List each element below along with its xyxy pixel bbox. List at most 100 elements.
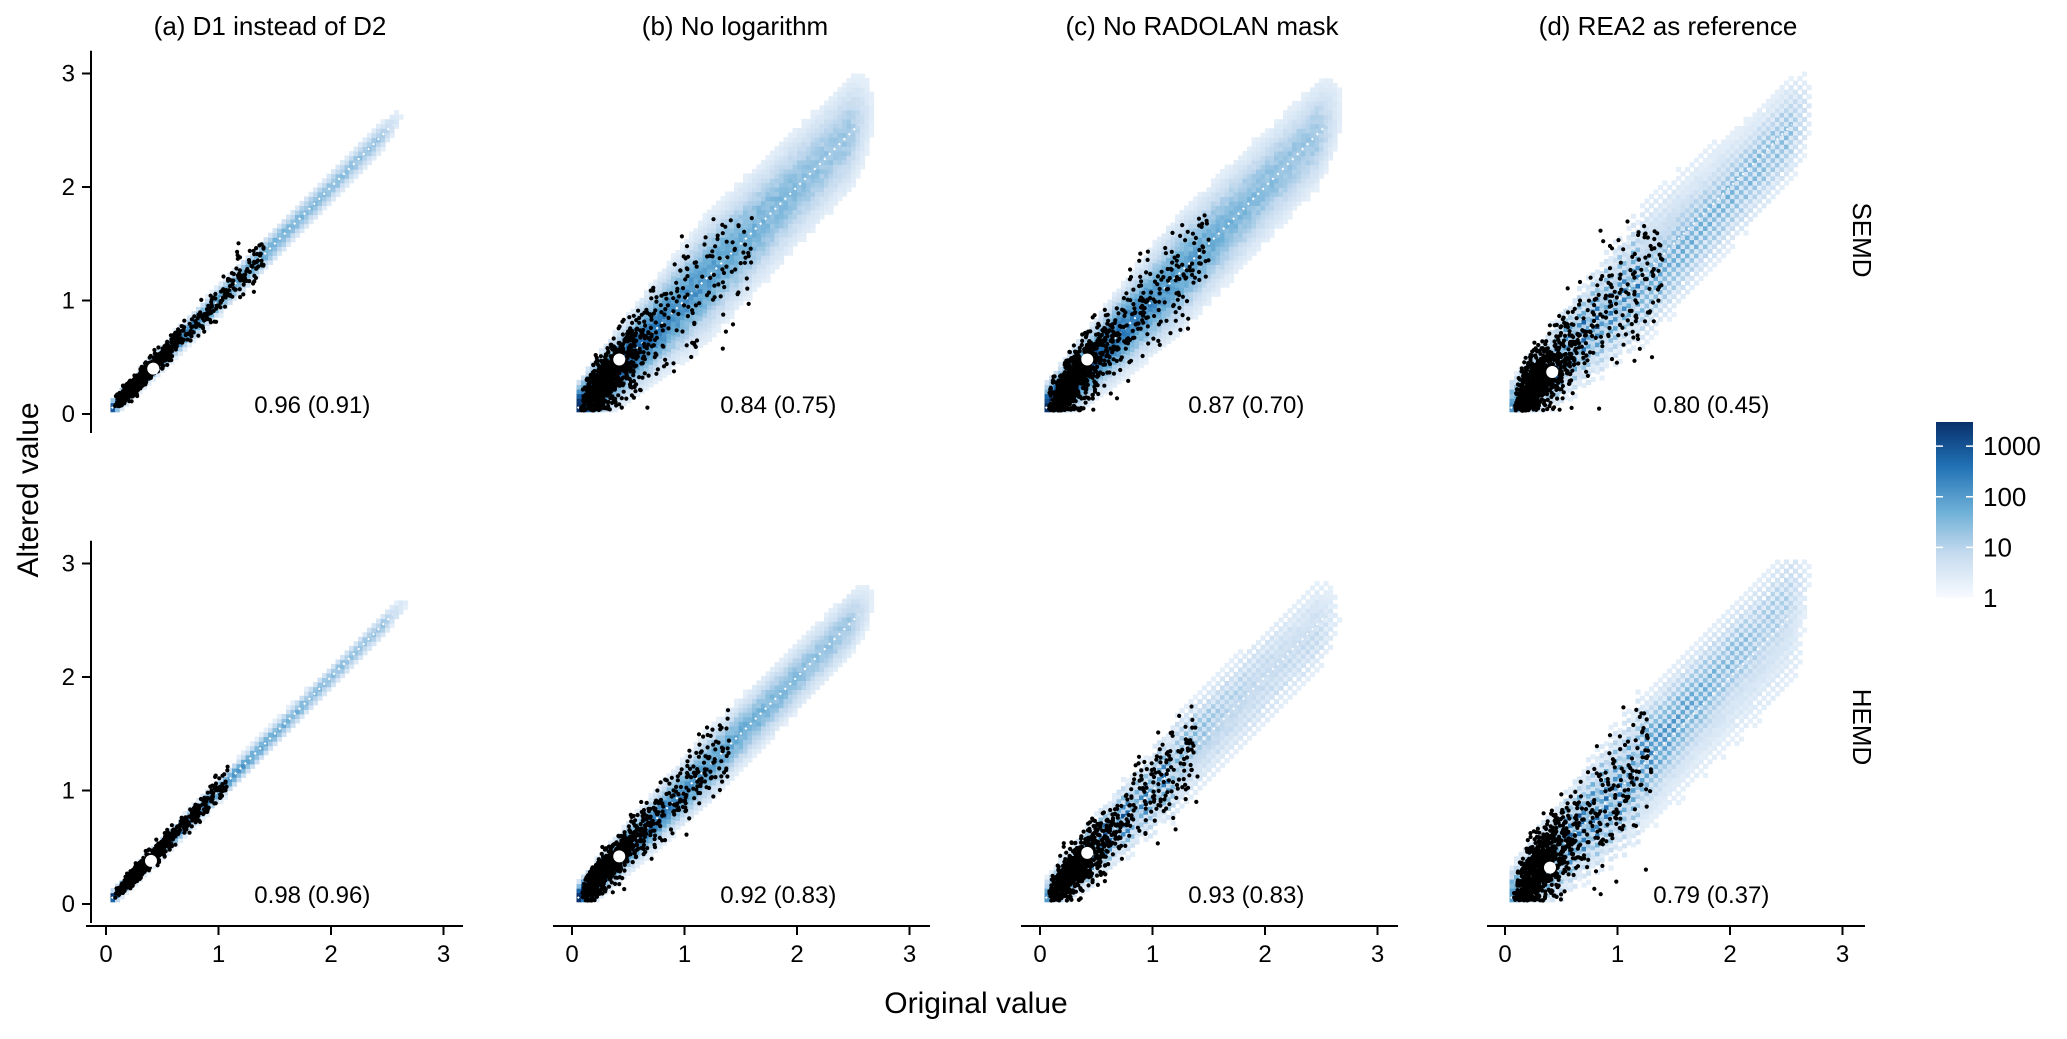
data-point [591, 386, 596, 391]
heatmap-bin [1215, 223, 1221, 229]
heatmap-bin [680, 251, 686, 257]
heatmap-bin [1274, 123, 1280, 129]
heatmap-bin [1256, 141, 1262, 147]
heatmap-bin [864, 128, 870, 134]
data-point [713, 244, 718, 249]
heatmap-bin [1220, 255, 1226, 261]
heatmap-bin [1130, 342, 1136, 348]
heatmap-bin [576, 407, 582, 413]
heatmap-bin [846, 128, 852, 134]
data-point [243, 272, 248, 277]
heatmap-bin [335, 191, 341, 197]
heatmap-bin [191, 333, 197, 339]
data-point [169, 358, 174, 363]
heatmap-bin [1247, 178, 1253, 184]
heatmap-bin [837, 177, 843, 183]
heatmap-bin [196, 324, 202, 330]
heatmap-bin [1296, 164, 1302, 170]
data-point [694, 284, 700, 289]
heatmap-bin [716, 309, 722, 315]
heatmap-bin [1134, 293, 1140, 299]
heatmap-bin [792, 232, 798, 238]
heatmap-bin [1148, 352, 1154, 358]
heatmap-bin [299, 210, 305, 216]
heatmap-bin [1166, 293, 1172, 299]
heatmap-bin [1103, 389, 1109, 395]
heatmap-bin [860, 155, 866, 161]
heatmap-bin [657, 335, 663, 341]
data-point [258, 251, 263, 256]
heatmap-bin [223, 276, 229, 282]
heatmap-bin [711, 318, 717, 324]
heatmap-bin [747, 200, 753, 206]
heatmap-bin [331, 196, 337, 202]
heatmap-bin [277, 237, 283, 243]
heatmap-bin [837, 96, 843, 102]
data-point [580, 387, 586, 392]
heatmap-bin [1112, 382, 1118, 388]
heatmap-bin [734, 232, 740, 238]
heatmap-bin [1175, 241, 1181, 247]
heatmap-bin [693, 350, 699, 356]
heatmap-bin [765, 236, 771, 242]
heatmap-bin [1197, 232, 1203, 238]
data-point [743, 255, 748, 260]
heatmap-bin [1197, 200, 1203, 206]
heatmap-bin [621, 378, 627, 384]
heatmap-bin [1112, 378, 1118, 384]
heatmap-bin [653, 365, 659, 371]
heatmap-bin [299, 228, 305, 234]
heatmap-bin [1242, 237, 1248, 243]
data-point [237, 268, 242, 273]
heatmap-bin [711, 309, 717, 315]
heatmap-bin [322, 187, 328, 193]
heatmap-bin [855, 146, 861, 152]
heatmap-bin [1278, 141, 1284, 147]
heatmap-bin [702, 317, 708, 323]
heatmap-bin [797, 209, 803, 215]
heatmap-bin [1170, 322, 1176, 328]
heatmap-bin [1166, 239, 1172, 245]
heatmap-bin [1296, 196, 1302, 202]
heatmap-bin [761, 236, 767, 242]
heatmap-bin [1215, 282, 1221, 288]
heatmap-bin [1233, 200, 1239, 206]
heatmap-bin [666, 351, 672, 357]
data-point [639, 361, 644, 366]
heatmap-bin [1247, 196, 1253, 202]
heatmap-bin [1193, 205, 1199, 211]
heatmap-bin [662, 368, 668, 374]
heatmap-bin [689, 349, 695, 355]
heatmap-bin [747, 273, 753, 279]
heatmap-bin [788, 214, 794, 220]
heatmap-bin [1193, 305, 1199, 311]
heatmap-bin [1238, 160, 1244, 166]
heatmap-bin [1283, 187, 1289, 193]
heatmap-bin [860, 123, 866, 129]
heatmap-bin [765, 259, 771, 265]
data-point [165, 343, 170, 348]
heatmap-bin [698, 256, 704, 262]
heatmap-bin [1283, 151, 1289, 157]
heatmap-bin [828, 100, 834, 106]
heatmap-bin [815, 200, 821, 206]
heatmap-bin [1121, 317, 1127, 323]
heatmap-bin [617, 404, 623, 410]
heatmap-bin [855, 123, 861, 129]
heatmap-bin [1292, 187, 1298, 193]
heatmap-bin [833, 118, 839, 124]
heatmap-bin [1179, 241, 1185, 247]
heatmap-bin [738, 282, 744, 288]
heatmap-bin [666, 306, 672, 312]
heatmap-bin [752, 200, 758, 206]
data-point [626, 352, 632, 357]
heatmap-bin [1233, 264, 1239, 270]
data-point [664, 296, 669, 301]
heatmap-bin [657, 321, 663, 327]
heatmap-bin [1265, 214, 1271, 220]
heatmap-bin [774, 259, 780, 265]
heatmap-bin [1269, 182, 1275, 188]
heatmap-bin [1265, 223, 1271, 229]
heatmap-bin [648, 350, 654, 356]
heatmap-bin [1166, 339, 1172, 345]
